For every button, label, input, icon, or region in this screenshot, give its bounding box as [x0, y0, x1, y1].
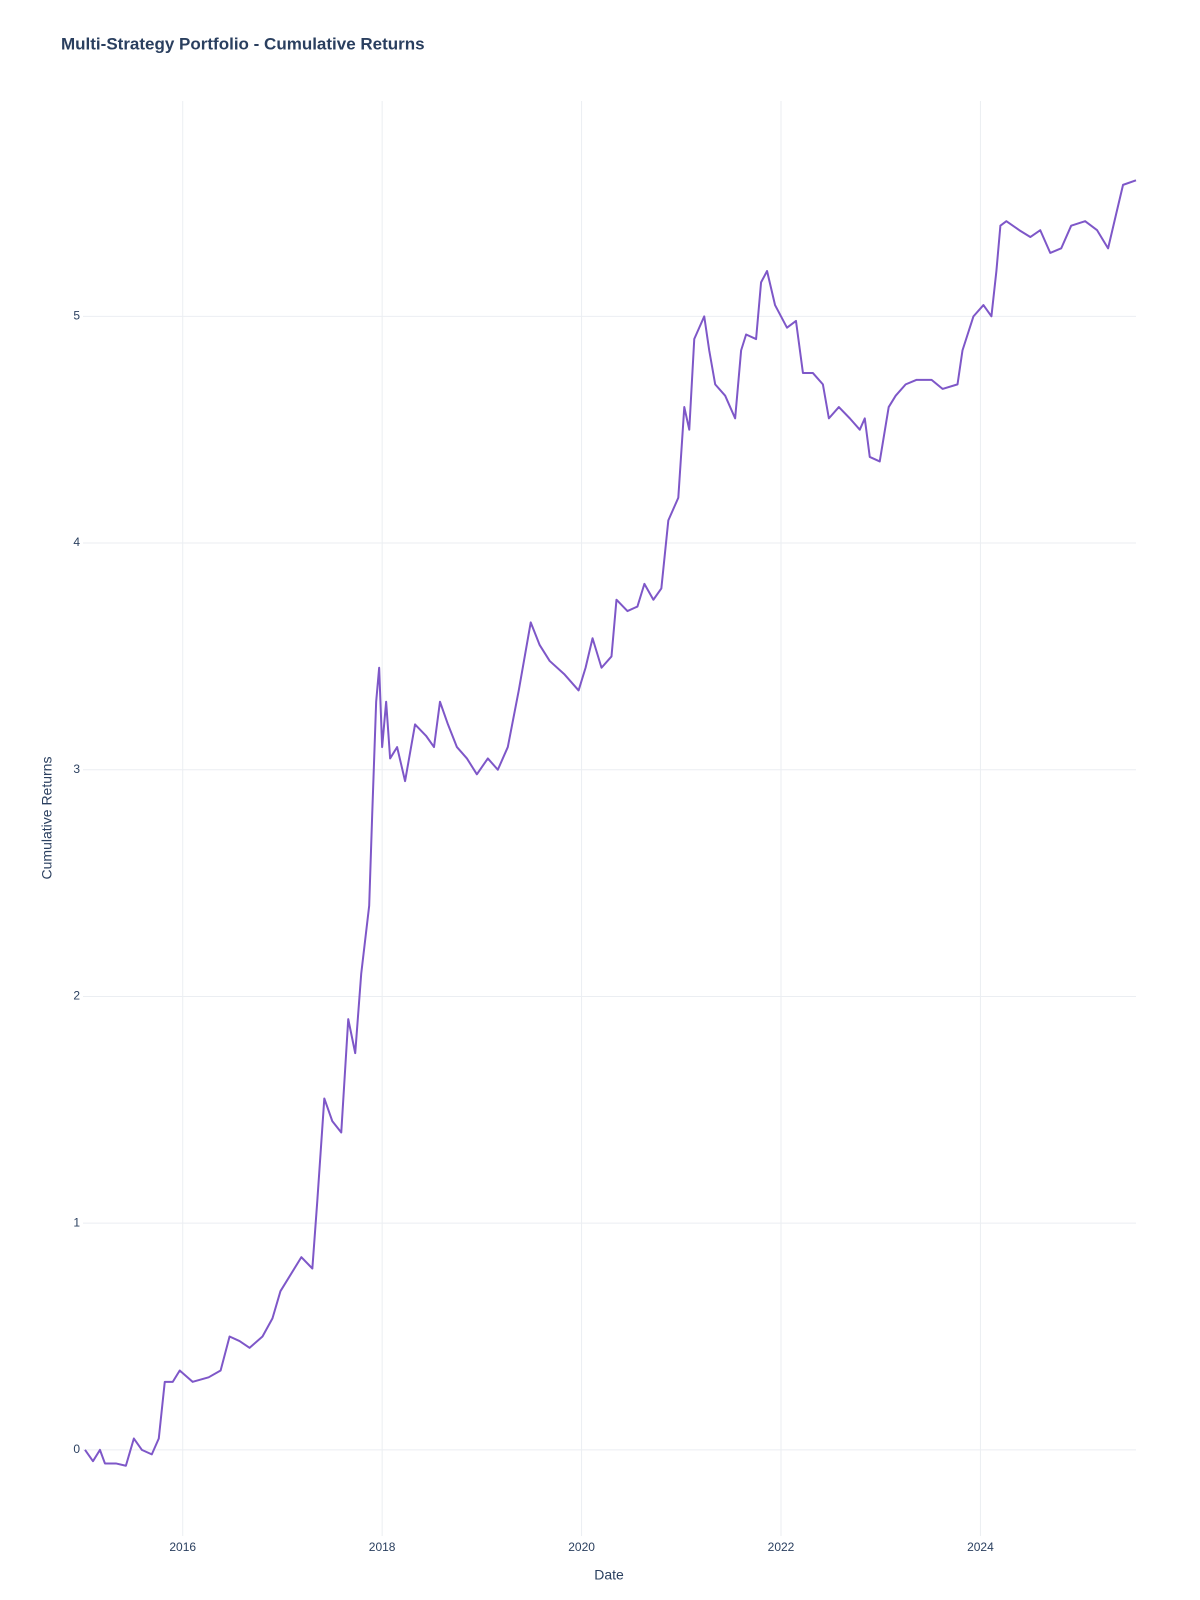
y-tick-label: 0: [73, 1442, 80, 1456]
x-axis-title: Date: [594, 1567, 624, 1583]
data-line: [84, 179, 1137, 1467]
y-tick-label: 2: [73, 989, 80, 1003]
x-tick-label: 2018: [369, 1540, 396, 1554]
x-tick-label: 2022: [768, 1540, 795, 1554]
y-tick-label: 5: [73, 309, 80, 323]
y-axis-title: Cumulative Returns: [39, 757, 55, 880]
x-tick-label: 2020: [568, 1540, 595, 1554]
x-tick-label: 2016: [169, 1540, 196, 1554]
y-tick-label: 3: [73, 762, 80, 776]
y-tick-label: 1: [73, 1215, 80, 1229]
chart-title: Multi-Strategy Portfolio - Cumulative Re…: [61, 34, 425, 53]
x-tick-label: 2024: [967, 1540, 994, 1554]
y-tick-label: 4: [73, 535, 80, 549]
